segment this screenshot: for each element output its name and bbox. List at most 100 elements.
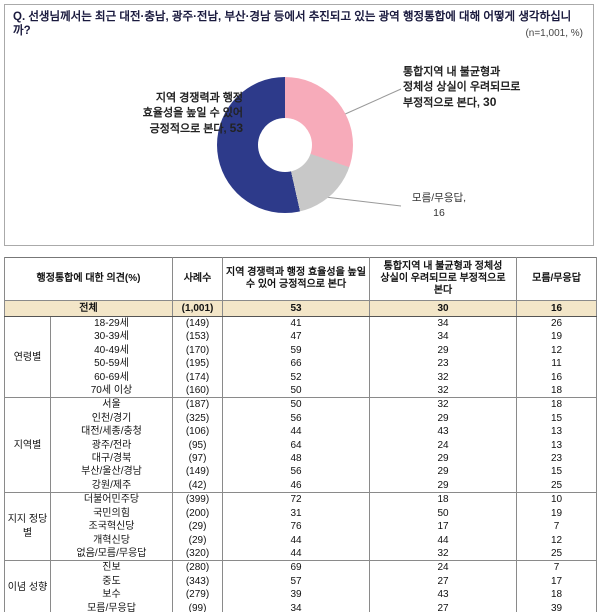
row-n: (97) bbox=[172, 452, 224, 466]
chart-panel: Q. 선생님께서는 최근 대전·충남, 광주·전남, 부산·경남 등에서 추진되… bbox=[4, 4, 594, 246]
row-label: 없음/모름/무응답 bbox=[49, 546, 174, 561]
row-value: 19 bbox=[516, 506, 598, 521]
table-body: 전체 (1,001) 53 30 16 연령별 18-29세 (149) 41 34 26 30-39… bbox=[3, 300, 598, 612]
row-label: 30-39세 bbox=[49, 330, 174, 344]
row-n: (195) bbox=[172, 357, 224, 371]
table-row: 모름/무응답 (99) 34 27 39 bbox=[5, 601, 598, 612]
col-header-n: 사례수 bbox=[172, 257, 224, 301]
row-value: 24 bbox=[369, 438, 518, 453]
row-value: 25 bbox=[516, 478, 598, 493]
label-negative-line: 정체성 상실이 우려되므로 bbox=[403, 81, 521, 93]
label-negative-line: 통합지역 내 불균형과 bbox=[403, 66, 501, 78]
row-n: (170) bbox=[172, 343, 224, 358]
total-label: 전체 bbox=[3, 300, 174, 317]
row-n: (29) bbox=[172, 520, 224, 534]
row-value: 66 bbox=[222, 357, 371, 371]
row-n: (99) bbox=[172, 601, 224, 612]
label-positive-line: 지역 경쟁력과 행정 bbox=[155, 92, 243, 104]
row-n: (174) bbox=[172, 370, 224, 385]
row-label: 서울 bbox=[49, 397, 174, 412]
donut-ring bbox=[217, 77, 353, 213]
table-row: 보수 (279) 39 43 18 bbox=[5, 588, 598, 602]
table-row: 30-39세 (153) 47 34 19 bbox=[5, 330, 598, 344]
row-value: 41 bbox=[222, 316, 371, 331]
row-label: 진보 bbox=[49, 560, 174, 575]
label-positive-line: 긍정적으로 본다, 53 bbox=[143, 121, 243, 137]
label-positive-text: 긍정적으로 본다, bbox=[149, 123, 227, 135]
row-value: 72 bbox=[222, 492, 371, 507]
row-value: 43 bbox=[369, 425, 518, 439]
row-value: 29 bbox=[369, 465, 518, 479]
group-label: 지지 정당별 bbox=[4, 492, 51, 561]
row-value: 44 bbox=[369, 533, 518, 547]
row-label: 40-49세 bbox=[49, 343, 174, 358]
row-value: 15 bbox=[516, 411, 598, 426]
col-header-positive: 지역 경쟁력과 행정 효율성을 높일 수 있어 긍정적으로 본다 bbox=[222, 257, 371, 301]
row-label: 모름/무응답 bbox=[49, 601, 174, 612]
group-label: 연령별 bbox=[4, 315, 51, 398]
row-label: 더불어민주당 bbox=[49, 492, 174, 507]
table-row: 조국혁신당 (29) 76 17 7 bbox=[5, 520, 598, 534]
row-n: (325) bbox=[172, 411, 224, 426]
col-header-opinion: 행정통합에 대한 의견(%) bbox=[3, 257, 174, 301]
table-row: 대전/세종/충청 (106) 44 43 13 bbox=[5, 425, 598, 439]
table-row: 광주/전라 (95) 64 24 13 bbox=[5, 438, 598, 453]
label-dk-value: 16 bbox=[433, 207, 445, 219]
table-row: 국민의힘 (200) 31 50 19 bbox=[5, 506, 598, 521]
row-value: 69 bbox=[222, 560, 371, 575]
row-n: (42) bbox=[172, 478, 224, 493]
row-value: 39 bbox=[516, 601, 598, 612]
row-value: 11 bbox=[516, 357, 598, 371]
row-value: 34 bbox=[222, 601, 371, 612]
label-negative-line: 부정적으로 본다, 30 bbox=[403, 95, 520, 111]
table-row: 중도 (343) 57 27 17 bbox=[5, 574, 598, 589]
table-row: 인천/경기 (325) 56 29 15 bbox=[5, 411, 598, 426]
row-value: 47 bbox=[222, 330, 371, 344]
row-value: 50 bbox=[222, 384, 371, 398]
row-label: 부산/울산/경남 bbox=[49, 465, 174, 479]
row-value: 25 bbox=[516, 546, 598, 561]
row-value: 18 bbox=[516, 384, 598, 398]
row-label: 인천/경기 bbox=[49, 411, 174, 426]
row-value: 59 bbox=[222, 343, 371, 358]
row-value: 56 bbox=[222, 411, 371, 426]
row-value: 18 bbox=[369, 492, 518, 507]
table-row: 40-49세 (170) 59 29 12 bbox=[5, 343, 598, 358]
label-negative: 통합지역 내 불균형과 정체성 상실이 우려되므로 부정적으로 본다, 30 bbox=[403, 65, 520, 111]
row-n: (187) bbox=[172, 397, 224, 412]
row-value: 76 bbox=[222, 520, 371, 534]
row-value: 34 bbox=[369, 330, 518, 344]
row-value: 27 bbox=[369, 601, 518, 612]
total-value: 16 bbox=[516, 300, 598, 317]
row-value: 13 bbox=[516, 438, 598, 453]
table-row-total: 전체 (1,001) 53 30 16 bbox=[3, 300, 598, 317]
label-negative-value: 30 bbox=[483, 95, 497, 109]
row-label: 국민의힘 bbox=[49, 506, 174, 521]
row-value: 50 bbox=[369, 506, 518, 521]
row-n: (149) bbox=[172, 316, 224, 331]
row-value: 56 bbox=[222, 465, 371, 479]
row-value: 18 bbox=[516, 588, 598, 602]
row-value: 50 bbox=[222, 397, 371, 412]
label-dk: 모름/무응답, 16 bbox=[401, 191, 477, 221]
row-value: 13 bbox=[516, 425, 598, 439]
row-n: (153) bbox=[172, 330, 224, 344]
row-value: 29 bbox=[369, 411, 518, 426]
row-value: 12 bbox=[516, 533, 598, 547]
table-row: 60-69세 (174) 52 32 16 bbox=[5, 370, 598, 385]
row-value: 43 bbox=[369, 588, 518, 602]
row-n: (320) bbox=[172, 546, 224, 561]
row-value: 26 bbox=[516, 316, 598, 331]
table-row: 대구/경북 (97) 48 29 23 bbox=[5, 452, 598, 466]
row-value: 17 bbox=[369, 520, 518, 534]
row-label: 중도 bbox=[49, 574, 174, 589]
row-label: 18-29세 bbox=[49, 316, 174, 331]
table-row: 강원/제주 (42) 46 29 25 bbox=[5, 478, 598, 493]
row-value: 7 bbox=[516, 520, 598, 534]
table-row: 연령별 18-29세 (149) 41 34 26 bbox=[4, 315, 598, 398]
row-value: 15 bbox=[516, 465, 598, 479]
row-value: 7 bbox=[516, 560, 598, 575]
row-n: (160) bbox=[172, 384, 224, 398]
row-value: 46 bbox=[222, 478, 371, 493]
